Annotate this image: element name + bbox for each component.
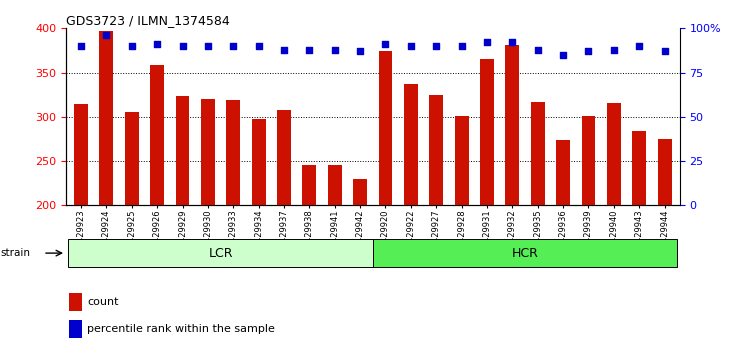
Point (253, 43, 265, 49)
Point (126, 43, 137, 49)
Bar (429, 95, 443, 205)
Bar (379, 51, 393, 205)
Point (227, 43, 239, 49)
Bar (303, 165, 317, 205)
Bar (277, 110, 291, 205)
Bar (150, 65, 164, 205)
Point (557, 52, 569, 58)
Point (379, 41, 391, 47)
Bar (607, 103, 621, 205)
Point (202, 43, 213, 49)
Bar (175, 97, 189, 205)
Point (608, 47, 620, 52)
Bar (556, 140, 570, 205)
Point (177, 43, 189, 49)
Text: percentile rank within the sample: percentile rank within the sample (87, 324, 275, 334)
Bar (505, 45, 519, 205)
Point (151, 41, 163, 47)
Point (583, 48, 594, 54)
Bar (480, 59, 494, 205)
Text: LCR: LCR (208, 247, 232, 259)
Bar (74, 104, 88, 205)
Bar (404, 84, 418, 205)
Point (303, 47, 315, 52)
Point (405, 43, 417, 49)
Bar (632, 131, 646, 205)
Bar (327, 165, 341, 205)
Bar (251, 120, 265, 205)
Bar (531, 102, 545, 205)
Bar (69, 320, 83, 338)
Point (355, 48, 366, 54)
Point (101, 33, 113, 38)
Bar (201, 99, 215, 205)
Point (329, 47, 341, 52)
Text: count: count (87, 297, 118, 307)
Text: GDS3723 / ILMN_1374584: GDS3723 / ILMN_1374584 (66, 14, 230, 27)
Point (279, 47, 290, 52)
Point (481, 40, 493, 45)
Bar (99, 31, 113, 205)
Bar (373, 239, 678, 268)
Bar (353, 179, 367, 205)
Point (532, 47, 544, 52)
Point (507, 40, 518, 45)
Bar (69, 293, 83, 311)
Bar (68, 239, 373, 268)
Bar (455, 116, 469, 205)
Point (455, 43, 467, 49)
Point (659, 48, 670, 54)
Bar (227, 100, 240, 205)
Bar (581, 116, 596, 205)
Text: HCR: HCR (512, 247, 539, 259)
Bar (125, 113, 139, 205)
Bar (658, 139, 672, 205)
Point (431, 43, 442, 49)
Point (633, 43, 645, 49)
Point (75, 43, 87, 49)
Text: strain: strain (0, 248, 30, 258)
